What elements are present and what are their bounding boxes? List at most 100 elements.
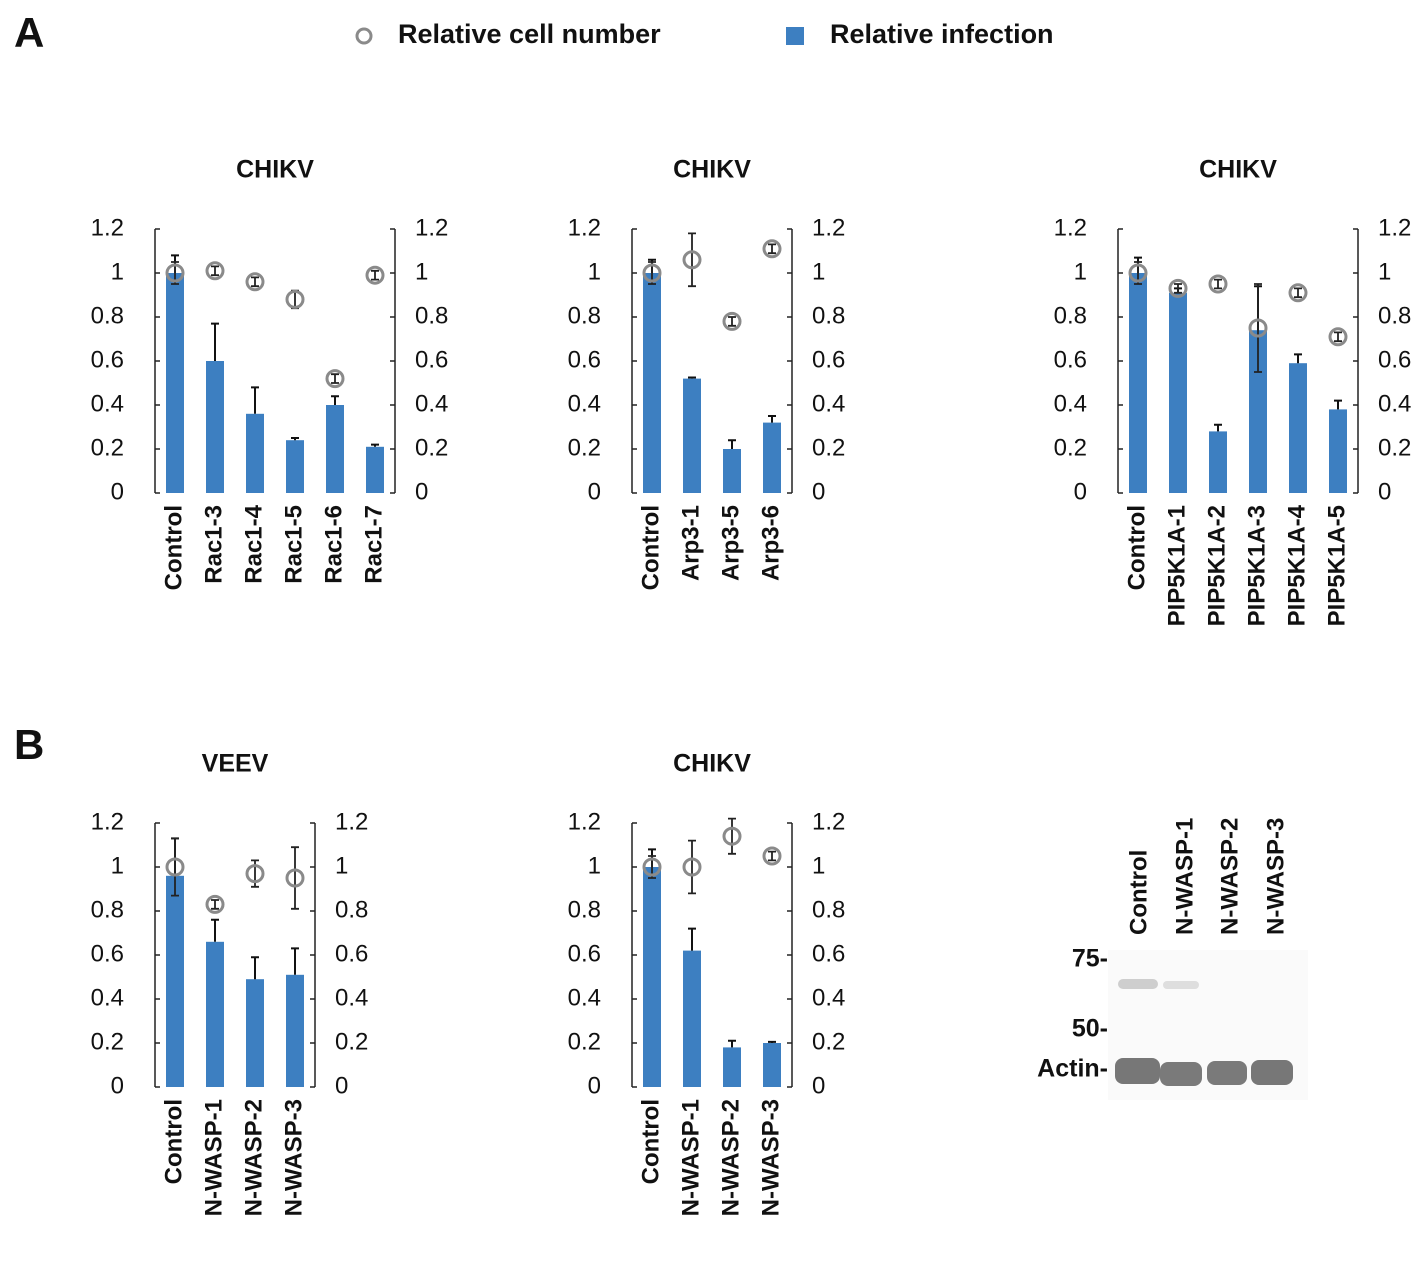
error-bar — [768, 416, 776, 423]
y2-tick-label: 0.2 — [335, 1028, 368, 1055]
y-tick-label: 0.4 — [568, 984, 601, 1011]
bar — [643, 273, 661, 493]
error-bar — [768, 852, 776, 861]
x-tick-label: Rac1-7 — [360, 505, 387, 584]
x-tick-label: Arp3-1 — [677, 505, 704, 581]
y2-tick-label: 1 — [335, 852, 348, 879]
y-tick-label: 0.6 — [91, 346, 124, 373]
error-bar — [371, 271, 379, 280]
y-tick-label: 0.8 — [568, 896, 601, 923]
y2-tick-label: 0.8 — [335, 896, 368, 923]
y-tick-label: 0.6 — [1054, 346, 1087, 373]
error-bar — [211, 900, 219, 909]
y2-tick-label: 0 — [1378, 478, 1391, 505]
error-bar — [1334, 401, 1342, 410]
y-tick-label: 0.8 — [91, 896, 124, 923]
legend-marker — [786, 27, 804, 45]
error-bar — [291, 948, 299, 974]
y-tick-label: 0.6 — [568, 940, 601, 967]
chart-title: CHIKV — [673, 750, 751, 778]
y-tick-label: 1 — [1074, 258, 1087, 285]
error-bar — [728, 819, 736, 854]
blot-lane-label: N-WASP-1 — [1171, 818, 1198, 935]
bar — [366, 447, 384, 493]
error-bar — [688, 233, 696, 286]
x-tick-label: Rac1-4 — [240, 504, 267, 583]
error-bar — [768, 1042, 776, 1043]
y2-tick-label: 0.8 — [812, 302, 845, 329]
blot-band — [1207, 1061, 1247, 1085]
error-bar — [291, 438, 299, 440]
x-tick-label: Rac1-6 — [320, 505, 347, 584]
x-tick-label: PIP5K1A-2 — [1203, 505, 1230, 626]
y-tick-label: 0.4 — [1054, 390, 1087, 417]
bar — [206, 942, 224, 1087]
y2-tick-label: 0.6 — [812, 940, 845, 967]
error-bar — [251, 277, 259, 286]
error-bar — [768, 244, 776, 253]
y2-tick-label: 1 — [812, 258, 825, 285]
y2-tick-label: 0.8 — [812, 896, 845, 923]
y-tick-label: 0.4 — [568, 390, 601, 417]
bar — [683, 379, 701, 493]
y-tick-label: 1 — [588, 852, 601, 879]
blot-band — [1115, 1058, 1160, 1084]
y-tick-label: 0.2 — [91, 434, 124, 461]
legend-label: Relative cell number — [398, 19, 661, 49]
legend-label: Relative infection — [830, 19, 1054, 49]
blot-band — [1163, 981, 1199, 989]
y2-tick-label: 0.8 — [415, 302, 448, 329]
bar — [1329, 409, 1347, 493]
y2-tick-label: 0.4 — [335, 984, 368, 1011]
x-tick-label: N-WASP-1 — [200, 1099, 227, 1216]
error-bar — [728, 1041, 736, 1048]
y-tick-label: 1.2 — [91, 808, 124, 835]
x-tick-label: N-WASP-2 — [717, 1099, 744, 1216]
chart-title: CHIKV — [236, 156, 314, 184]
x-tick-label: N-WASP-2 — [240, 1099, 267, 1216]
error-bar — [1294, 354, 1302, 363]
error-bar — [211, 920, 219, 942]
bar — [286, 440, 304, 493]
y-tick-label: 0.2 — [568, 434, 601, 461]
y2-tick-label: 0.6 — [1378, 346, 1411, 373]
y2-tick-label: 0 — [335, 1072, 348, 1099]
blot-marker: 75- — [1072, 945, 1108, 973]
blot-lane-label: N-WASP-3 — [1262, 818, 1289, 935]
y2-tick-label: 1.2 — [415, 214, 448, 241]
blot-lane-label: Control — [1125, 850, 1152, 935]
chart: CHIKV00.20.40.60.811.200.20.40.60.811.2C… — [568, 750, 846, 1217]
y2-tick-label: 1.2 — [812, 808, 845, 835]
bar — [1289, 363, 1307, 493]
panel-label: A — [14, 9, 44, 56]
x-tick-label: Control — [1123, 505, 1150, 590]
bar — [1129, 273, 1147, 493]
error-bar — [1214, 425, 1222, 432]
error-bar — [688, 378, 696, 379]
y-tick-label: 1.2 — [91, 214, 124, 241]
blot-band — [1118, 979, 1158, 989]
error-bar — [331, 374, 339, 383]
y2-tick-label: 0.6 — [415, 346, 448, 373]
error-bar — [211, 324, 219, 361]
y-tick-label: 0 — [588, 478, 601, 505]
bar — [643, 867, 661, 1087]
y2-tick-label: 1.2 — [1378, 214, 1411, 241]
y-tick-label: 0.6 — [568, 346, 601, 373]
y2-tick-label: 1 — [812, 852, 825, 879]
bar — [286, 975, 304, 1087]
error-bar — [331, 396, 339, 405]
x-tick-label: Control — [160, 505, 187, 590]
y2-tick-label: 0.2 — [812, 1028, 845, 1055]
error-bar — [688, 929, 696, 951]
error-bar — [1294, 288, 1302, 297]
chart: CHIKV00.20.40.60.811.200.20.40.60.811.2C… — [568, 156, 846, 591]
y-tick-label: 0 — [111, 1072, 124, 1099]
y-tick-label: 0.2 — [91, 1028, 124, 1055]
error-bar — [211, 266, 219, 275]
error-bar — [251, 387, 259, 413]
y-tick-label: 0.8 — [1054, 302, 1087, 329]
y2-tick-label: 0.4 — [812, 984, 845, 1011]
bar — [763, 423, 781, 493]
y-tick-label: 1.2 — [568, 214, 601, 241]
